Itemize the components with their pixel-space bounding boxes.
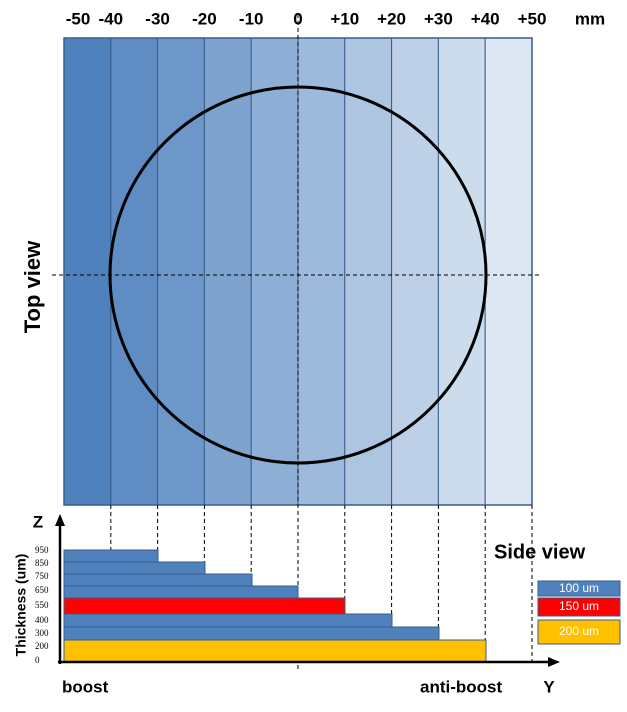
column <box>203 37 252 506</box>
layer <box>63 561 206 575</box>
column <box>437 37 486 506</box>
top-axis-label: +30 <box>424 9 453 28</box>
z-tick-label: 300 <box>35 628 49 638</box>
top-axis-label: -50 <box>66 9 91 28</box>
legend-swatch <box>537 619 621 645</box>
top-view-label: Top view <box>20 240 45 333</box>
legend-swatch <box>537 597 621 617</box>
column <box>110 37 159 506</box>
top-axis-label: 0 <box>293 9 302 28</box>
right-label: anti-boost <box>420 677 502 696</box>
top-axis-label: +10 <box>330 9 359 28</box>
y-label: Y <box>543 677 555 696</box>
legend-label: 200 um <box>559 624 599 638</box>
z-tick-label: 850 <box>35 558 49 568</box>
layer <box>63 549 159 563</box>
layer <box>63 613 393 628</box>
column <box>484 37 533 506</box>
z-tick-label: 650 <box>35 585 49 595</box>
left-label: boost <box>62 677 109 696</box>
layer <box>63 639 487 663</box>
top-axis-label: +50 <box>518 9 547 28</box>
top-axis-label: -20 <box>192 9 217 28</box>
arrow <box>548 657 560 667</box>
unit-label: mm <box>575 9 605 28</box>
z-tick-label: 0 <box>35 655 40 665</box>
legend-label: 100 um <box>559 581 599 595</box>
top-axis-label: +40 <box>471 9 500 28</box>
legend-label: 150 um <box>559 599 599 613</box>
top-axis-label: -30 <box>145 9 170 28</box>
z-tick-label: 200 <box>35 641 49 651</box>
arrow <box>55 514 65 526</box>
z-label: Z <box>33 512 43 531</box>
z-tick-label: 950 <box>35 545 49 555</box>
top-axis-label: -40 <box>99 9 124 28</box>
z-ticks: 950 850 750 650 550 400 300 200 0 <box>35 545 49 665</box>
top-axis-label: +20 <box>377 9 406 28</box>
z-tick-label: 550 <box>35 600 49 610</box>
top-axis: -50 -40 -30 -20 -10 0 +10 +20 +30 +40 +50 <box>66 9 547 28</box>
top-axis-label: -10 <box>239 9 264 28</box>
side-view-title: Side view <box>494 541 586 563</box>
z-tick-label: 400 <box>35 615 49 625</box>
layer <box>63 585 299 599</box>
layer <box>63 626 440 641</box>
thickness-axis-title: Thickness (um) <box>13 554 29 657</box>
z-tick-label: 750 <box>35 571 49 581</box>
layer <box>63 573 253 587</box>
column <box>297 37 346 506</box>
column <box>250 37 299 506</box>
layers <box>63 549 487 663</box>
layer <box>63 597 346 615</box>
legend-swatch <box>537 580 621 597</box>
column <box>63 37 112 506</box>
